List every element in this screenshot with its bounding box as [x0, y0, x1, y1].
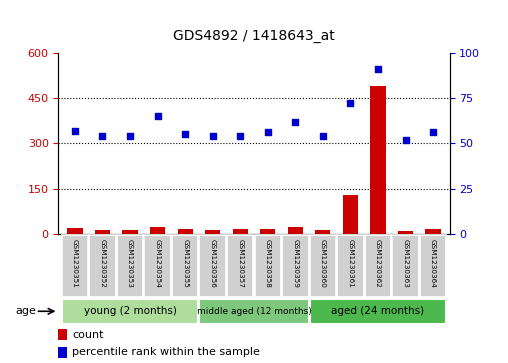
Bar: [62, 236, 88, 297]
Bar: [117, 236, 143, 297]
Text: GSM1230359: GSM1230359: [292, 239, 298, 288]
Point: [153, 113, 162, 119]
Point: [264, 130, 272, 135]
Bar: [392, 236, 419, 297]
Point: [429, 130, 437, 135]
Text: aged (24 months): aged (24 months): [331, 306, 425, 316]
Bar: [255, 236, 281, 297]
Point: [181, 131, 189, 137]
Point: [291, 119, 299, 125]
Text: GSM1230353: GSM1230353: [127, 239, 133, 288]
Bar: [227, 236, 253, 297]
Text: GSM1230358: GSM1230358: [265, 239, 271, 288]
Text: GSM1230362: GSM1230362: [375, 239, 381, 288]
Text: GSM1230361: GSM1230361: [347, 239, 354, 288]
Point: [346, 101, 355, 106]
Point: [99, 133, 107, 139]
Text: middle aged (12 months): middle aged (12 months): [197, 307, 311, 316]
Bar: [420, 236, 446, 297]
Bar: [426, 229, 440, 234]
Bar: [200, 299, 308, 323]
Text: percentile rank within the sample: percentile rank within the sample: [72, 347, 260, 357]
Bar: [315, 230, 330, 234]
Bar: [200, 236, 226, 297]
Text: GSM1230357: GSM1230357: [237, 239, 243, 288]
Text: GSM1230351: GSM1230351: [72, 239, 78, 288]
Bar: [178, 229, 193, 234]
Text: GDS4892 / 1418643_at: GDS4892 / 1418643_at: [173, 29, 335, 43]
Bar: [310, 236, 336, 297]
Text: GSM1230360: GSM1230360: [320, 239, 326, 288]
Bar: [260, 229, 275, 234]
Bar: [282, 236, 308, 297]
Point: [374, 66, 382, 72]
Point: [319, 133, 327, 139]
Bar: [150, 227, 165, 234]
Bar: [68, 228, 82, 234]
Bar: [205, 230, 220, 234]
Bar: [288, 228, 303, 234]
Bar: [398, 231, 413, 234]
Text: GSM1230354: GSM1230354: [154, 239, 161, 288]
Bar: [122, 230, 138, 234]
Point: [126, 133, 134, 139]
Bar: [370, 86, 386, 234]
Text: GSM1230364: GSM1230364: [430, 239, 436, 288]
Point: [236, 133, 244, 139]
Bar: [172, 236, 198, 297]
Bar: [95, 230, 110, 234]
Text: GSM1230355: GSM1230355: [182, 239, 188, 288]
Bar: [337, 236, 364, 297]
Bar: [58, 329, 67, 340]
Bar: [144, 236, 171, 297]
Bar: [310, 299, 446, 323]
Text: GSM1230363: GSM1230363: [402, 239, 408, 288]
Text: count: count: [72, 330, 104, 340]
Text: age: age: [15, 306, 36, 316]
Bar: [62, 299, 198, 323]
Point: [401, 137, 409, 143]
Point: [209, 133, 217, 139]
Bar: [58, 347, 67, 358]
Point: [71, 128, 79, 134]
Text: GSM1230352: GSM1230352: [100, 239, 106, 288]
Bar: [89, 236, 116, 297]
Bar: [233, 229, 248, 234]
Text: GSM1230356: GSM1230356: [210, 239, 216, 288]
Text: young (2 months): young (2 months): [84, 306, 176, 316]
Bar: [343, 195, 358, 234]
Bar: [365, 236, 391, 297]
